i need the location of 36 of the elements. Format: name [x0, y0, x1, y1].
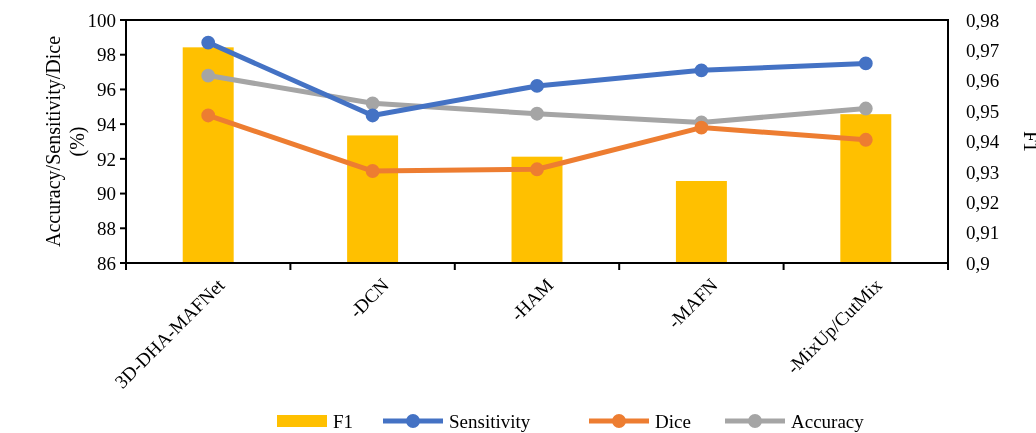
- y-tick-label: 88: [97, 217, 116, 239]
- y2-tick-label: 0,98: [966, 9, 1000, 31]
- point: [530, 106, 544, 121]
- legend-label: Sensitivity: [449, 410, 531, 432]
- legend-label: Dice: [655, 410, 691, 432]
- point: [694, 63, 709, 78]
- y-tick-label: 86: [97, 252, 116, 274]
- point: [365, 108, 380, 123]
- y-tick-label: 90: [97, 183, 116, 205]
- y-tick-label: 94: [97, 113, 117, 135]
- point: [201, 68, 216, 83]
- y2-tick-label: 0,96: [966, 70, 1000, 92]
- y2-tick-label: 0,93: [966, 161, 1000, 183]
- y-tick-label: 92: [97, 148, 116, 170]
- point: [858, 56, 873, 71]
- legend-label: Accuracy: [791, 410, 865, 432]
- point: [530, 79, 544, 93]
- point: [365, 164, 380, 178]
- point: [858, 101, 873, 116]
- y-tick-label: 96: [97, 79, 116, 101]
- point: [201, 108, 216, 123]
- y-tick-label: 100: [87, 9, 116, 31]
- y2-tick-label: 0,95: [966, 100, 1000, 122]
- point: [365, 96, 380, 111]
- y2-tick-label: 0,9: [966, 252, 990, 274]
- legend-label: F1: [333, 410, 354, 432]
- point: [530, 162, 544, 177]
- point: [201, 35, 216, 50]
- y2-tick-label: 0,97: [966, 40, 1000, 62]
- y-tick-label: 98: [97, 44, 116, 66]
- y2-tick-label: 0,91: [966, 222, 1000, 244]
- y2-tick-label: 0,94: [966, 131, 1000, 153]
- y2-tick-label: 0,92: [966, 191, 1000, 213]
- point: [694, 120, 709, 135]
- point: [858, 132, 873, 147]
- y-axis-title: Accuracy/Sensitivity/Dice (%): [42, 35, 89, 248]
